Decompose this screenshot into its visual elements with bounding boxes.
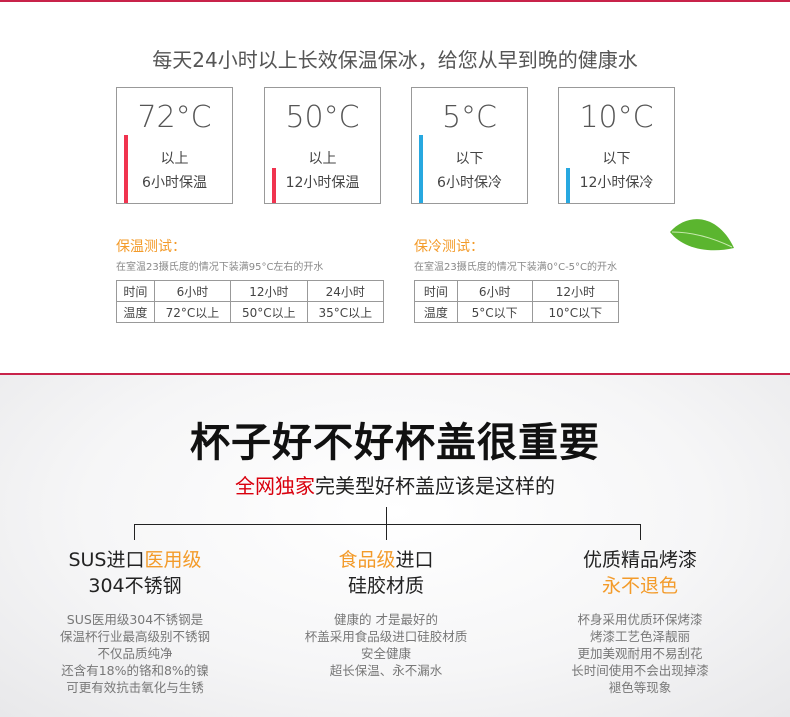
card-temperature: 50°C <box>285 100 360 135</box>
temperature-card: 10°C 以下 12小时保冷 <box>558 87 675 204</box>
table-row: 时间 6小时 12小时 24小时 <box>116 280 385 302</box>
card-temperature: 5°C <box>441 100 498 135</box>
card-duration: 12小时保冷 <box>579 175 654 191</box>
description-line: 保温杯行业最高级别不锈钢 <box>59 629 210 644</box>
card-qualifier: 以下 <box>602 151 631 167</box>
warm-test-table: 时间 6小时 12小时 24小时 温度 72°C以上 50°C以上 35°C以上 <box>116 280 385 323</box>
feature-silicone: 食品级进口 硅胶材质 健康的 才是最好的杯盖采用食品级进口硅胶材质 安全健康超长保… <box>266 547 506 679</box>
table-cell: 12小时 <box>230 280 308 302</box>
lid-section-background <box>0 375 790 717</box>
warm-test-desc: 在室温23摄氏度的情况下装满95°C左右的开水 <box>116 262 324 273</box>
cold-test-title: 保冷测试： <box>414 239 484 255</box>
feature-heading: SUS进口 <box>68 549 145 571</box>
table-cell: 72°C以上 <box>153 301 232 323</box>
table-cell: 温度 <box>414 301 458 323</box>
table-cell: 6小时 <box>456 280 533 302</box>
table-cell: 24小时 <box>306 280 385 302</box>
feature-description: 杯身采用优质环保烤漆 烤漆工艺色泽靓丽 更加美观耐用不易刮花 长时间使用不会出现掉漆褪… <box>520 611 760 696</box>
temperature-card: 72°C 以上 6小时保温 <box>116 87 233 204</box>
description-line: 更加美观耐用不易刮花 <box>577 646 703 661</box>
feature-subheading-highlight: 永不退色 <box>601 575 678 597</box>
feature-description: SUS医用级304不锈钢是 保温杯行业最高级别不锈钢 不仅品质纯净还含有18%的铬和… <box>15 611 255 696</box>
card-qualifier: 以下 <box>455 151 484 167</box>
table-cell: 时间 <box>414 280 458 302</box>
section-divider <box>0 373 790 375</box>
feature-heading: 进口 <box>395 549 434 571</box>
description-line: 杯身采用优质环保烤漆 <box>577 612 703 627</box>
level-bar <box>419 135 423 203</box>
description-line: 还含有18%的铬和8%的镍 <box>61 663 209 678</box>
description-line: 安全健康 <box>360 646 411 661</box>
level-bar <box>566 167 570 203</box>
table-row: 温度 72°C以上 50°C以上 35°C以上 <box>116 301 385 323</box>
table-cell: 10°C以下 <box>531 301 620 323</box>
table-cell: 6小时 <box>153 280 232 302</box>
bracket-stem <box>386 507 387 525</box>
section-title: 杯子好不好杯盖很重要 <box>190 420 600 466</box>
leaf-icon <box>670 219 734 251</box>
table-cell: 12小时 <box>531 280 620 302</box>
description-line: 健康的 才是最好的 <box>334 612 438 627</box>
card-duration: 6小时保冷 <box>437 175 502 191</box>
tagline-rest: 完美型好杯盖应该是这样的 <box>315 474 555 498</box>
bracket-leg-right <box>640 524 641 540</box>
table-row: 温度 5°C以下 10°C以下 <box>414 301 620 323</box>
description-line: 长时间使用不会出现掉漆 <box>571 663 709 678</box>
feature-subheading: 304不锈钢 <box>88 575 182 597</box>
feature-steel: SUS进口医用级 304不锈钢 SUS医用级304不锈钢是 保温杯行业最高级别不锈… <box>15 547 255 696</box>
table-cell: 50°C以上 <box>230 301 308 323</box>
feature-subheading: 硅胶材质 <box>347 575 424 597</box>
card-duration: 12小时保温 <box>285 175 360 191</box>
cold-test-table: 时间 6小时 12小时 温度 5°C以下 10°C以下 <box>414 280 620 323</box>
description-line: 可更有效抗击氧化与生锈 <box>66 680 204 695</box>
bracket-bar <box>134 524 641 525</box>
feature-heading: 优质精品烤漆 <box>582 549 697 571</box>
table-cell: 时间 <box>116 280 155 302</box>
table-cell: 5°C以下 <box>456 301 533 323</box>
feature-description: 健康的 才是最好的杯盖采用食品级进口硅胶材质 安全健康超长保温、永不漏水 <box>266 611 506 679</box>
description-line: 褪色等现象 <box>608 680 672 695</box>
top-divider <box>0 0 790 2</box>
temperature-card: 5°C 以下 6小时保冷 <box>411 87 528 204</box>
description-line: SUS医用级304不锈钢是 <box>66 612 204 627</box>
card-qualifier: 以上 <box>160 151 189 167</box>
card-duration: 6小时保温 <box>142 175 207 191</box>
card-temperature: 10°C <box>579 100 654 135</box>
table-cell: 温度 <box>116 301 155 323</box>
headline: 每天24小时以上长效保温保冰，给您从早到晚的健康水 <box>152 48 638 72</box>
table-cell: 35°C以上 <box>306 301 385 323</box>
description-line: 超长保温、永不漏水 <box>329 663 443 678</box>
description-line: 烤漆工艺色泽靓丽 <box>589 629 690 644</box>
bracket-leg-left <box>134 524 135 540</box>
level-bar <box>124 135 128 203</box>
table-row: 时间 6小时 12小时 <box>414 280 620 302</box>
card-qualifier: 以上 <box>308 151 337 167</box>
feature-heading-highlight: 医用级 <box>144 549 202 571</box>
cold-test-desc: 在室温23摄氏度的情况下装满0°C-5°C的开水 <box>414 262 618 273</box>
tagline-highlight: 全网独家 <box>235 474 315 498</box>
temperature-card: 50°C 以上 12小时保温 <box>264 87 381 204</box>
section-tagline: 全网独家完美型好杯盖应该是这样的 <box>0 470 790 499</box>
description-line: 杯盖采用食品级进口硅胶材质 <box>304 629 468 644</box>
card-temperature: 72°C <box>137 100 212 135</box>
warm-test-title: 保温测试： <box>116 239 186 255</box>
level-bar <box>272 167 276 203</box>
bracket-leg-center <box>386 524 387 540</box>
feature-paint: 优质精品烤漆 永不退色 杯身采用优质环保烤漆 烤漆工艺色泽靓丽 更加美观耐用不易刮花… <box>520 547 760 696</box>
feature-heading-highlight: 食品级 <box>338 549 396 571</box>
description-line: 不仅品质纯净 <box>97 646 173 661</box>
